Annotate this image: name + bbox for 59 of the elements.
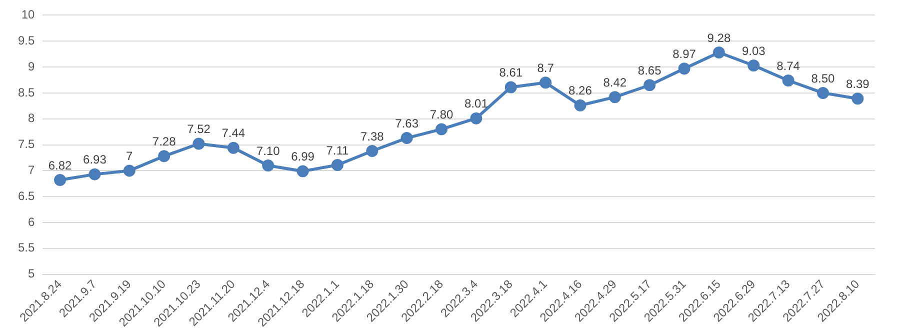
- y-tick-label: 7.5: [18, 137, 35, 152]
- y-tick-label: 6.5: [18, 188, 35, 203]
- data-label: 8.42: [603, 75, 627, 90]
- y-tick-label: 5.5: [18, 240, 35, 255]
- data-label: 7.63: [395, 116, 419, 130]
- data-label: 7: [126, 149, 134, 163]
- data-label: 8.65: [638, 63, 662, 78]
- data-label: 6.82: [48, 158, 72, 172]
- data-label: 7.10: [256, 144, 280, 158]
- point: [470, 112, 482, 124]
- point: [852, 92, 864, 105]
- point: [608, 91, 621, 104]
- point: [158, 150, 170, 162]
- data-label: 8.01: [464, 96, 488, 111]
- point: [782, 74, 794, 87]
- point: [712, 46, 725, 59]
- data-label: 7.38: [360, 129, 384, 144]
- data-label: 8.7: [537, 60, 554, 75]
- data-label: 9.03: [742, 44, 766, 58]
- data-label: 7.44: [222, 126, 246, 140]
- point: [504, 81, 517, 94]
- data-label: 7.52: [187, 122, 211, 136]
- data-label: 8.39: [846, 76, 870, 91]
- point: [748, 59, 760, 72]
- y-tick-label: 9.5: [18, 33, 35, 48]
- point: [366, 144, 378, 157]
- data-label: 8.74: [776, 58, 800, 73]
- data-label: 7.28: [152, 134, 176, 148]
- point: [296, 165, 309, 178]
- point: [88, 168, 101, 180]
- data-label: 6.99: [291, 150, 315, 164]
- y-tick-label: 8.5: [18, 85, 35, 100]
- data-label: 7.11: [326, 143, 350, 158]
- y-tick-label: 10: [21, 8, 35, 22]
- y-tick-label: 6: [28, 214, 35, 229]
- data-label: 6.93: [83, 152, 107, 167]
- point: [262, 160, 274, 172]
- point: [644, 79, 656, 92]
- point: [400, 132, 413, 144]
- point: [816, 86, 829, 99]
- point: [678, 62, 690, 75]
- data-label: 8.61: [499, 66, 523, 80]
- data-label: 8.97: [672, 46, 696, 61]
- point: [123, 164, 136, 177]
- point: [227, 142, 240, 154]
- point: [540, 76, 552, 89]
- point: [331, 158, 344, 171]
- data-label: 8.50: [811, 71, 835, 86]
- data-label: 7.80: [430, 108, 454, 122]
- point: [574, 99, 586, 112]
- point: [436, 123, 448, 136]
- point: [192, 138, 205, 150]
- point: [54, 174, 66, 186]
- data-label: 9.28: [707, 30, 731, 45]
- y-tick-label: 5: [28, 266, 35, 281]
- y-tick-label: 7: [28, 163, 35, 177]
- data-label: 8.26: [568, 84, 592, 98]
- y-tick-label: 9: [28, 59, 35, 74]
- y-tick-label: 8: [28, 111, 35, 126]
